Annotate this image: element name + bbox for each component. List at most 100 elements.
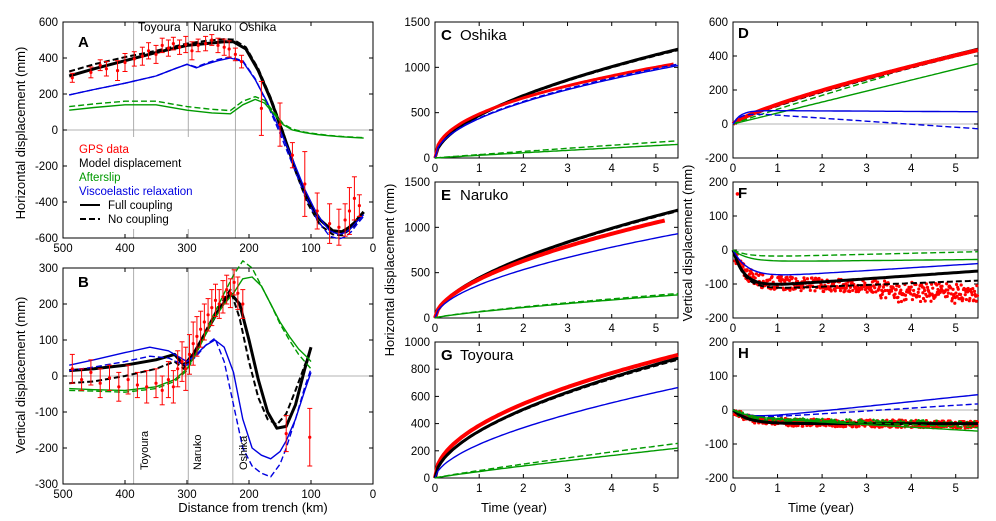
y-tick-label-b: -200 (35, 443, 58, 455)
x-tick-label-a: 500 (53, 243, 72, 255)
series-c-visco-none (434, 63, 679, 159)
afterslip-point-h (890, 419, 893, 423)
gps-point-f (753, 276, 757, 280)
gps-point-b (180, 360, 184, 364)
y-tick-label-h: -200 (705, 473, 728, 485)
gps-point-h (801, 424, 805, 428)
afterslip-point-h (848, 418, 851, 421)
y-tick-label-b: 100 (39, 335, 58, 347)
x-tick-label-d: 1 (774, 163, 780, 175)
gps-point-a (171, 42, 175, 46)
series-a-full-coupling-model (68, 40, 365, 234)
gps-point-b (166, 378, 170, 382)
x-tick-label-f: 4 (908, 323, 915, 335)
gps-point-f (897, 284, 901, 289)
gps-point-f (912, 288, 916, 293)
station-label-b-toyoura: Toyoura (139, 430, 151, 470)
series-e-afterslip-full (434, 294, 679, 319)
gps-point-a (259, 106, 263, 110)
gps-point-f (975, 284, 979, 288)
gps-point-a (328, 222, 332, 226)
gps-point-f (761, 273, 765, 277)
gps-point-f (892, 295, 897, 300)
y-tick-label-f: 200 (709, 177, 728, 189)
y-tick-label-c: 500 (411, 108, 430, 120)
gps-point-f (938, 290, 942, 295)
gps-point-a (190, 49, 194, 53)
gps-point-f (917, 287, 921, 291)
gps-point-a (132, 57, 136, 61)
gps-point-a (166, 46, 170, 50)
gps-point-f (923, 288, 927, 293)
x-tick-label-e: 2 (520, 323, 526, 335)
axes-frame-g (434, 341, 679, 479)
x-tick-label-d: 2 (819, 163, 825, 175)
gps-point-f (810, 276, 814, 280)
gps-point-f (754, 272, 758, 276)
gps-point-a (154, 52, 158, 57)
x-tick-label-h: 5 (953, 483, 959, 495)
panel-title-e: Naruko (460, 187, 508, 204)
afterslip-point-h (872, 418, 875, 422)
series-h-visco-none (732, 403, 979, 418)
series-h-afterslip-none (732, 409, 979, 429)
x-tick-label-f: 0 (730, 323, 736, 335)
gps-point-b (70, 367, 74, 371)
gps-point-f (891, 286, 895, 290)
x-tick-label-d: 5 (953, 163, 959, 175)
gps-point-a (177, 45, 182, 49)
x-tick-label-a: 200 (239, 243, 258, 255)
y-tick-label-d: -200 (705, 153, 728, 165)
gps-point-f (889, 289, 894, 293)
y-tick-label-d: 400 (709, 51, 728, 63)
x-tick-label-c: 2 (520, 163, 526, 175)
gps-point-f (873, 286, 877, 290)
gps-point-b (202, 320, 206, 324)
x-tick-label-a: 0 (370, 243, 376, 255)
series-c-visco-full (434, 64, 679, 159)
panel-letter-b: B (78, 274, 89, 291)
gps-point-f (848, 289, 852, 294)
legend-box (74, 137, 214, 229)
afterslip-point-h (899, 419, 902, 423)
gps-point-b (98, 381, 102, 385)
y-tick-label-e: 500 (411, 268, 430, 280)
gps-point-b (184, 367, 188, 371)
y-tick-label-f: -100 (705, 279, 728, 291)
gps-point-a (337, 225, 341, 229)
x-tick-label-f: 1 (774, 323, 780, 335)
gps-point-f (884, 296, 888, 300)
gps-point-f (843, 289, 847, 293)
y-tick-label-b: 200 (39, 299, 58, 311)
x-tick-label-e: 3 (564, 323, 570, 335)
series-b-viscoelastic-none (69, 337, 312, 478)
y-tick-label-g: 400 (411, 419, 430, 431)
gps-point-a (290, 153, 294, 157)
gps-point-f (899, 288, 903, 292)
gps-point-f (883, 288, 887, 293)
gps-point-f (813, 289, 817, 293)
gps-point-b (80, 378, 84, 382)
x-axis-label-time-right: Time (year) (788, 500, 854, 515)
gps-point-a (160, 43, 164, 48)
station-label-toyoura: Toyoura (138, 20, 181, 34)
panel-letter-e: E (441, 187, 451, 204)
gps-point-a (98, 63, 102, 67)
series-d-no-coupling-model (732, 49, 979, 125)
series-b-afterslip-none (69, 260, 312, 393)
gps-point-f (865, 290, 869, 294)
gps-point-f (874, 290, 878, 294)
y-tick-label-f: 100 (709, 211, 728, 223)
gps-point-f (956, 287, 960, 291)
panel-title-g: Toyoura (460, 347, 514, 364)
gps-point-f (909, 285, 913, 289)
series-d-gps (731, 48, 979, 126)
gps-point-f (972, 289, 977, 293)
gps-point-f (808, 288, 812, 292)
y-axis-label-a: Horizontal displacement (mm) (13, 47, 28, 220)
panel-letter-f: F (738, 185, 747, 202)
gps-point-f (831, 282, 836, 286)
gps-point-f (946, 291, 951, 295)
gps-point-a (146, 49, 151, 53)
